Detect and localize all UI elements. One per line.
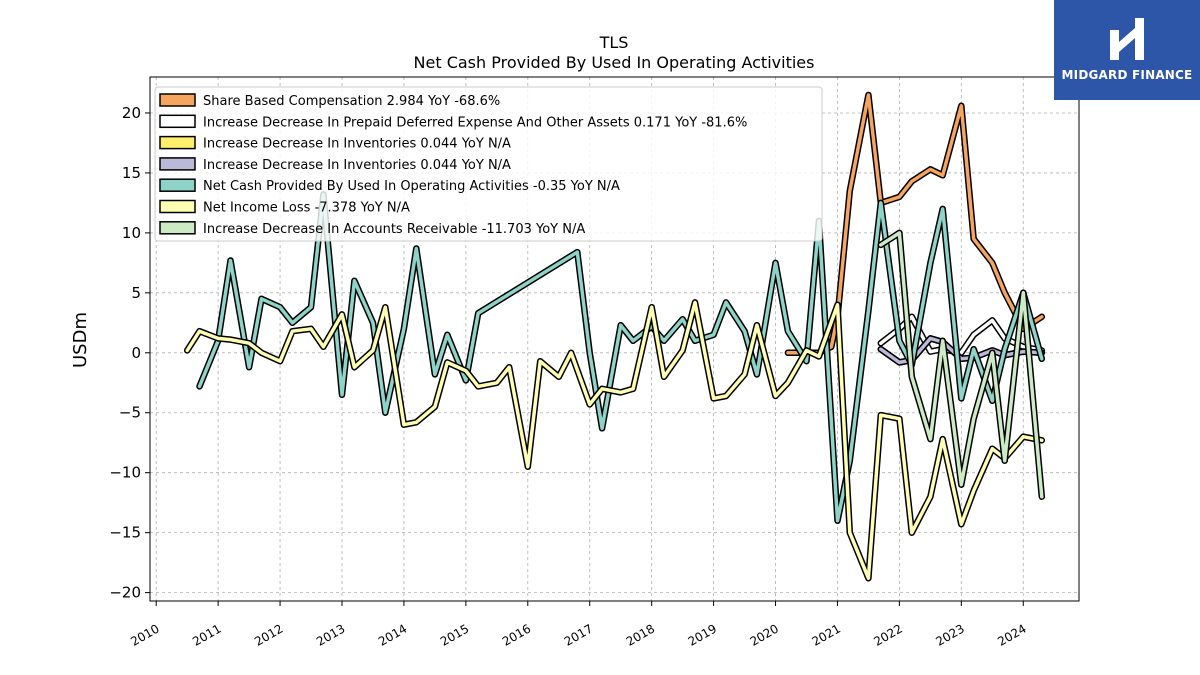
legend-swatch [159, 135, 196, 150]
x-tick-label: 2011 [190, 621, 223, 648]
legend-swatch [159, 199, 196, 214]
y-tick-label: 0 [131, 344, 141, 362]
y-tick-label: −10 [109, 464, 141, 482]
series-stroke [185, 300, 1044, 580]
y-tick-label: −15 [109, 524, 141, 542]
series-outline [196, 191, 1046, 524]
plot-frame [149, 76, 1080, 602]
series-line-7 [877, 229, 1046, 500]
series-line-5 [196, 191, 1046, 524]
x-tick-label: 2017 [562, 621, 595, 648]
legend-swatch [159, 157, 196, 171]
legend-label: Share Based Compensation 2.984 YoY -68.6… [203, 94, 500, 109]
x-tick-label: 2022 [871, 621, 904, 648]
legend-label: Increase Decrease In Inventories 0.044 Y… [203, 137, 511, 152]
y-tick-label: 15 [122, 164, 141, 182]
legend-frame [154, 86, 823, 242]
x-tick-label: 2010 [128, 621, 161, 648]
y-tick-label: −20 [109, 584, 141, 602]
y-axis-label: USDm [70, 312, 91, 368]
legend-label: Increase Decrease In Accounts Receivable… [203, 222, 585, 237]
legend-swatch [159, 221, 196, 235]
legend-label: Increase Decrease In Inventories 0.044 Y… [203, 158, 511, 173]
chart-title: TLS [599, 33, 629, 52]
legend: Share Based Compensation 2.984 YoY -68.6… [154, 86, 823, 242]
series-stroke [879, 231, 1044, 499]
y-tick-label: 5 [131, 284, 141, 302]
x-axis-ticks: 2010 2011 2012 2013 2014 2015 2016 2017 2018 2019… [128, 601, 1029, 649]
y-tick-label: 10 [122, 224, 141, 242]
x-tick-label: 2021 [810, 621, 843, 648]
y-axis-ticks: 20 15 10 5 0 −5 −10 −15 −20 [109, 104, 150, 602]
legend-label: Increase Decrease In Prepaid Deferred Ex… [203, 115, 747, 130]
y-tick-label: 20 [122, 104, 141, 122]
x-tick-label: 2016 [500, 621, 533, 648]
x-tick-label: 2013 [314, 621, 347, 648]
series-line-6 [183, 299, 1046, 582]
x-tick-label: 2020 [748, 621, 781, 648]
chart-subtitle: Net Cash Provided By Used In Operating A… [414, 53, 815, 72]
x-tick-label: 2012 [252, 621, 285, 648]
legend-swatch [159, 93, 196, 107]
brand-logo: MIDGARD FINANCE [1054, 0, 1200, 100]
x-tick-label: 2019 [686, 621, 719, 648]
legend-swatch [159, 114, 196, 129]
x-tick-label: 2014 [376, 621, 409, 648]
x-tick-label: 2023 [933, 621, 966, 648]
legend-label: Net Cash Provided By Used In Operating A… [203, 179, 620, 194]
y-tick-label: −5 [119, 404, 141, 422]
legend-label: Net Income Loss -7.378 YoY N/A [203, 201, 410, 216]
x-tick-label: 2015 [438, 621, 471, 648]
x-tick-label: 2018 [624, 621, 657, 648]
legend-swatch [159, 178, 196, 192]
logo-mark-icon [1110, 18, 1144, 60]
brand-name: MIDGARD FINANCE [1061, 68, 1193, 82]
x-tick-label: 2024 [995, 621, 1028, 648]
series-lines [183, 91, 1046, 582]
